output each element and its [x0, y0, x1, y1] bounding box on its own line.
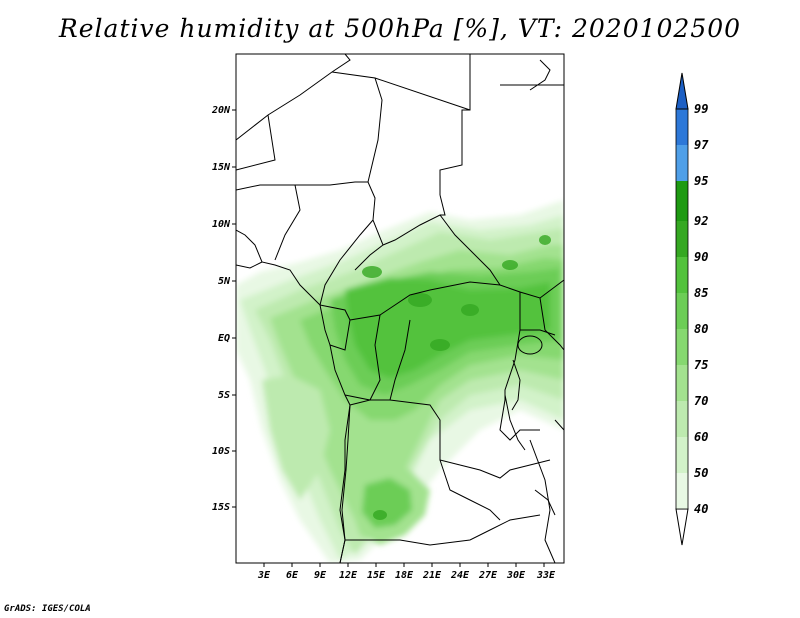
colorbar-segment [676, 293, 688, 329]
lat-tick-label: 10N [212, 219, 231, 230]
lon-tick-label: 15E [367, 570, 386, 581]
lon-tick-label: 6E [286, 570, 299, 581]
colorbar-label: 40 [694, 502, 708, 516]
country-borders [236, 54, 564, 563]
lat-tick-label: 15N [212, 162, 231, 173]
lat-tick-label: 10S [212, 446, 230, 457]
colorbar-label: 95 [694, 174, 708, 188]
lon-tick-label: 12E [339, 570, 358, 581]
colorbar-label: 60 [694, 430, 708, 444]
colorbar-label: 90 [694, 250, 708, 264]
colorbar-segment [676, 181, 688, 221]
colorbar-segment [676, 473, 688, 509]
lon-tick-label: 9E [314, 570, 327, 581]
colorbar-segment [676, 257, 688, 293]
colorbar-label: 85 [694, 286, 708, 300]
colorbar-label: 99 [694, 102, 708, 116]
lat-tick-label: 20N [211, 105, 231, 116]
lon-tick-label: 30E [506, 570, 526, 581]
lon-tick-label: 33E [536, 570, 556, 581]
lat-tick-label: 15S [212, 502, 230, 513]
lat-axis: 20N 15N 10N 5N EQ 5S 10S 15S [211, 105, 236, 513]
coastline [319, 59, 564, 563]
lon-tick-label: 24E [450, 570, 470, 581]
map-frame [235, 53, 565, 564]
lat-tick-label: 5N [218, 276, 231, 287]
lon-tick-label: 18E [395, 570, 414, 581]
lon-tick-label: 21E [422, 570, 442, 581]
humidity-field [236, 200, 564, 563]
colorbar-segment [675, 508, 689, 546]
colorbar-label: 70 [694, 394, 708, 408]
lon-tick-label: 27E [478, 570, 498, 581]
colorbar-segment [675, 72, 689, 110]
colorbar-segment [676, 401, 688, 437]
colorbar-segment [676, 109, 688, 145]
lon-axis: 3E 6E 9E 12E 15E 18E 21E 24E 27E 30E 33E [257, 563, 556, 581]
chart-title: Relative humidity at 500hPa [%], VT: 202… [58, 14, 742, 43]
colorbar-segment [676, 437, 688, 473]
lat-tick-label: 5S [218, 390, 230, 401]
lat-tick-label: EQ [218, 333, 230, 344]
colorbar-segment [676, 221, 688, 257]
colorbar-segment [676, 365, 688, 401]
lon-tick-label: 3E [257, 570, 271, 581]
colorbar-label: 50 [694, 466, 708, 480]
colorbar-label: 75 [694, 358, 708, 372]
colorbar-label: 97 [694, 138, 709, 152]
colorbar-segment [676, 145, 688, 181]
colorbar-label: 80 [694, 322, 708, 336]
credit-text: GrADS: IGES/COLA [4, 604, 91, 614]
colorbar-label: 92 [694, 214, 708, 228]
colorbar-segment [676, 329, 688, 365]
colorbar: 40 50 60 70 75 80 85 90 92 95 97 99 [675, 72, 709, 546]
